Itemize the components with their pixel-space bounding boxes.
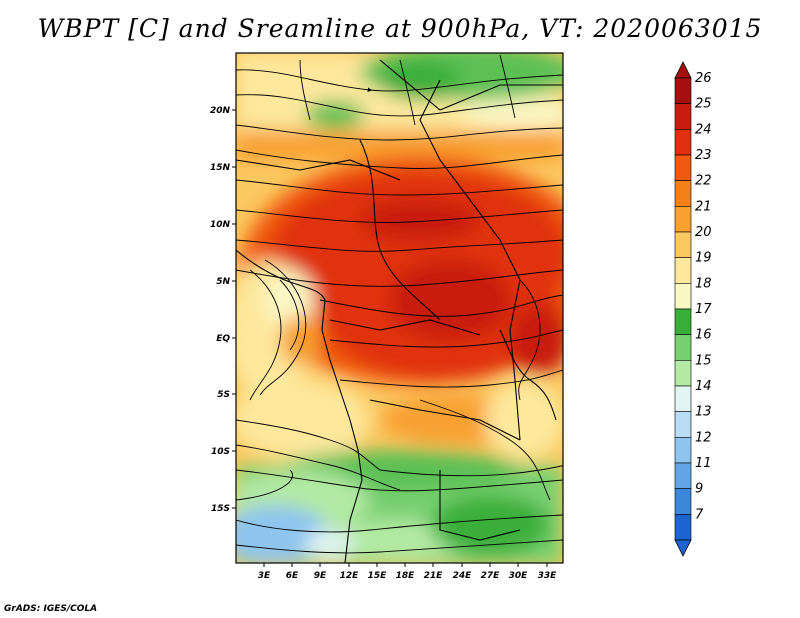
colorbar-swatch [674,437,692,464]
lon-label: 33E [538,571,558,581]
colorbar-swatch [674,411,692,438]
colorbar-swatch [674,385,692,412]
colorbar-label: 19 [695,251,712,266]
colorbar-swatch [674,103,692,130]
lat-label: EQ [216,334,230,344]
colorbar-label: 15 [695,353,712,368]
colorbar-label: 23 [695,148,712,163]
colorbar-label: 7 [695,507,704,522]
lon-label: 6E [286,571,299,581]
colorbar-label: 9 [695,482,703,497]
colorbar-label: 20 [695,225,712,240]
colorbar-swatch [674,308,692,335]
colorbar-label: 18 [695,276,712,291]
colorbar-swatch [674,283,692,310]
grads-credit: GrADS: IGES/COLA [4,604,98,614]
colorbar-label: 22 [695,174,712,189]
lon-label: 9E [314,571,327,581]
lon-label: 30E [509,571,529,581]
colorbar-swatch [674,462,692,489]
colorbar-label: 17 [695,302,712,317]
lon-axis: 3E 6E 9E 12E 15E 18E 21E 24E 27E 30E 33E [258,563,557,581]
lat-label: 5N [216,277,230,287]
colorbar-min-arrow [674,539,692,557]
colorbar-swatch [674,129,692,156]
lat-label: 10N [210,220,231,230]
colorbar-swatch [674,206,692,233]
lat-label: 15S [211,504,230,514]
colorbar-swatch [674,514,692,541]
colorbar-swatch [674,231,692,258]
colorbar-label: 25 [695,97,712,112]
colorbar-swatch [674,360,692,387]
colorbar-label: 24 [695,122,712,137]
lon-label: 18E [396,571,416,581]
colorbar-label: 14 [695,379,712,394]
lon-label: 24E [453,571,473,581]
lat-axis: 20N 15N 10N 5N EQ 5S 10S 15S [210,106,236,514]
lat-label: 5S [217,390,230,400]
colorbar-max-arrow [674,61,692,79]
colorbar-swatch [674,154,692,181]
lon-label: 15E [368,571,388,581]
map-frame [235,52,564,564]
colorbar: 26 25 24 23 22 21 20 19 18 17 16 15 14 13 12 11 9 7 [674,61,712,557]
map-title: WBPT [C] and Sreamline at 900hPa, VT: 20… [37,14,763,43]
colorbar-label: 13 [695,405,712,420]
colorbar-label: 21 [695,199,712,214]
colorbar-label: 12 [695,430,712,445]
lon-label: 21E [424,571,444,581]
lat-label: 10S [211,447,230,457]
colorbar-swatch [674,488,692,515]
lon-label: 27E [481,571,501,581]
country-boundaries [236,59,563,563]
streamlines [236,54,563,554]
colorbar-swatch [674,334,692,361]
colorbar-swatch [674,77,692,104]
lat-label: 15N [210,163,231,173]
lon-label: 3E [258,571,271,581]
colorbar-label: 16 [695,328,712,343]
colorbar-swatch [674,257,692,284]
colorbar-label: 11 [695,456,712,471]
colorbar-swatch [674,180,692,207]
colorbar-label: 26 [695,71,712,86]
lat-label: 20N [210,106,231,116]
lon-label: 12E [340,571,360,581]
